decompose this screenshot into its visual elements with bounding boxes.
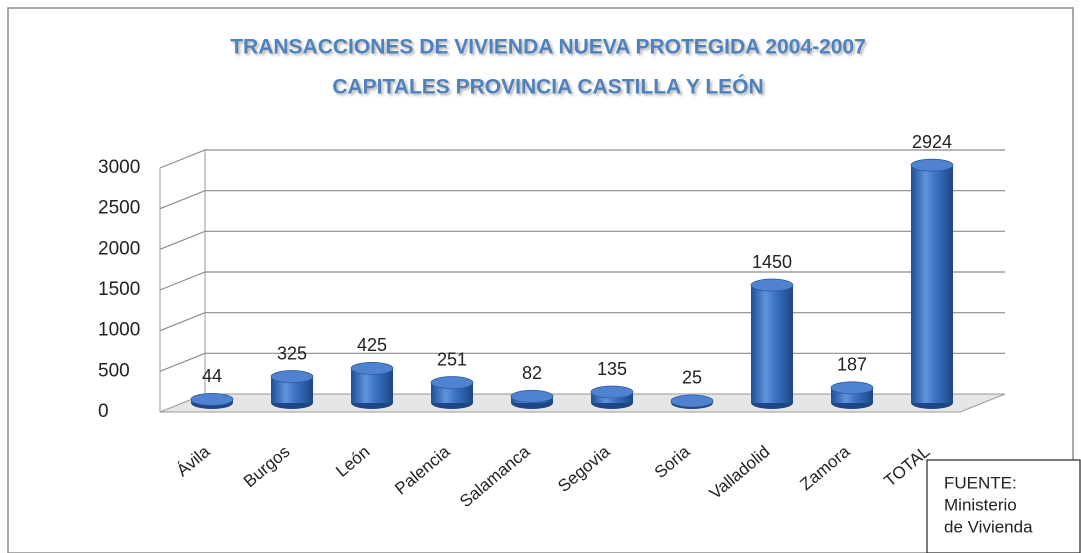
- source-text: de Vivienda: [944, 517, 1033, 536]
- bar-top: [750, 278, 794, 292]
- data-label: 251: [437, 349, 467, 369]
- data-label: 187: [837, 355, 867, 375]
- y-tick-label: 1000: [98, 320, 140, 341]
- source-text: Ministerio: [944, 495, 1017, 514]
- grid-line: [159, 312, 1005, 332]
- bar-top: [190, 393, 234, 406]
- data-label: 25: [682, 368, 702, 388]
- data-label: 1450: [752, 252, 792, 272]
- data-label: 82: [522, 363, 542, 383]
- data-label: 2924: [912, 132, 952, 152]
- y-tick-label: 2500: [98, 198, 140, 219]
- data-label: 325: [277, 343, 307, 363]
- bar-top: [350, 362, 394, 375]
- grid-line: [159, 149, 1005, 169]
- chart-subtitle: CAPITALES PROVINCIA CASTILLA Y LEÓN: [332, 75, 763, 99]
- grid-line: [159, 190, 1005, 210]
- source-box: [926, 459, 1081, 553]
- grid-line: [159, 230, 1005, 250]
- source-text: FUENTE:: [944, 473, 1017, 492]
- bar-top: [590, 385, 634, 399]
- data-label: 135: [597, 359, 627, 379]
- y-tick-label: 2000: [98, 238, 140, 259]
- y-tick-label: 500: [98, 360, 130, 381]
- bar: [911, 165, 953, 403]
- data-label: 44: [202, 366, 222, 386]
- grid-line: [159, 271, 1005, 291]
- bar-top: [670, 394, 714, 408]
- bar-top: [270, 370, 314, 383]
- y-tick-label: 1500: [98, 279, 140, 300]
- grid-line: [159, 352, 1005, 372]
- bar-top: [910, 158, 954, 172]
- y-tick-label: 3000: [98, 157, 140, 178]
- chart-frame: [7, 7, 1074, 553]
- bar-top: [830, 381, 874, 395]
- bar-top: [510, 389, 554, 403]
- chart-title: TRANSACCIONES DE VIVIENDA NUEVA PROTEGID…: [230, 36, 866, 59]
- data-label: 425: [357, 335, 387, 355]
- y-tick-label: 0: [98, 401, 109, 422]
- bar-top: [430, 376, 474, 389]
- bar: [751, 285, 793, 403]
